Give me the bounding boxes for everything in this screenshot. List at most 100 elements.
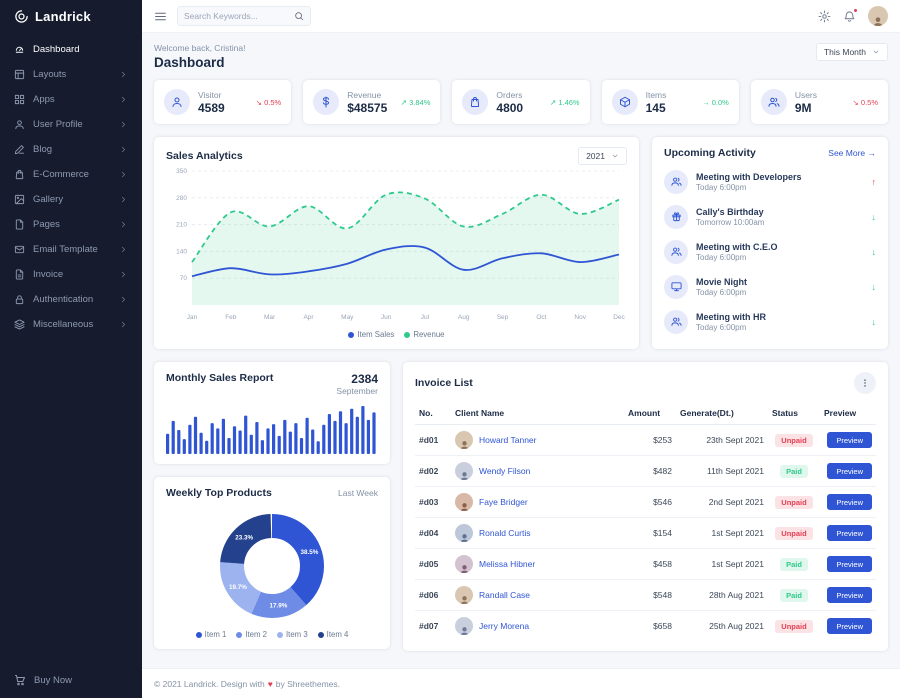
preview-button[interactable]: Preview: [827, 556, 872, 572]
column-header-client-name: Client Name: [451, 402, 624, 425]
svg-text:140: 140: [176, 248, 187, 255]
search-input[interactable]: [184, 11, 290, 21]
lock-icon: [14, 294, 25, 305]
client-name-link[interactable]: Randall Case: [479, 590, 531, 600]
preview-button[interactable]: Preview: [827, 525, 872, 541]
year-select[interactable]: 2021: [578, 147, 627, 165]
invoice-amount: $154: [624, 517, 676, 549]
sidebar-item-miscellaneous[interactable]: Miscellaneous: [0, 312, 142, 337]
chevron-down-icon: [611, 152, 619, 160]
stat-value: 9M: [794, 100, 812, 115]
svg-text:19.7%: 19.7%: [229, 584, 247, 591]
activity-title: Meeting with HR: [696, 311, 766, 322]
sidebar-item-pages[interactable]: Pages: [0, 212, 142, 237]
person-icon: [458, 532, 471, 542]
sidebar-item-user-profile[interactable]: User Profile: [0, 112, 142, 137]
sidebar-item-apps[interactable]: Apps: [0, 87, 142, 112]
period-select-value: This Month: [823, 47, 866, 57]
preview-button[interactable]: Preview: [827, 587, 872, 603]
client-name-link[interactable]: Wendy Filson: [479, 466, 531, 476]
bag-icon: [14, 169, 25, 180]
sidebar-item-e-commerce[interactable]: E-Commerce: [0, 162, 142, 187]
client-name-link[interactable]: Melissa Hibner: [479, 559, 536, 569]
preview-button[interactable]: Preview: [827, 618, 872, 634]
chevron-right-icon: [119, 220, 128, 229]
upcoming-activity-card: Upcoming Activity See More → Meeting wit…: [652, 137, 888, 349]
activity-item[interactable]: Cally's Birthday Tomorrow 10:00am ↓: [664, 199, 876, 234]
sidebar-item-dashboard[interactable]: Dashboard: [0, 37, 142, 62]
content: Welcome back, Cristina! Dashboard This M…: [142, 33, 900, 668]
svg-text:350: 350: [176, 168, 187, 175]
preview-button[interactable]: Preview: [827, 432, 872, 448]
preview-button[interactable]: Preview: [827, 494, 872, 510]
sidebar-item-label: Dashboard: [33, 44, 80, 55]
invoice-date: 2nd Sept 2021: [676, 486, 768, 518]
user-avatar[interactable]: [868, 6, 888, 26]
notifications-button[interactable]: [843, 7, 858, 23]
logo[interactable]: Landrick: [0, 0, 142, 33]
sidebar-item-layouts[interactable]: Layouts: [0, 62, 142, 87]
menu-toggle-icon[interactable]: [154, 10, 167, 23]
client-avatar: [455, 555, 473, 573]
user-icon: [14, 119, 25, 130]
column-header-no: No.: [415, 402, 451, 425]
box-icon: [611, 89, 638, 115]
client-name-link[interactable]: Faye Bridger: [479, 497, 528, 507]
search-icon[interactable]: [294, 11, 304, 21]
file-text-icon: [14, 269, 25, 280]
status-badge: Unpaid: [775, 433, 813, 447]
svg-text:Nov: Nov: [574, 314, 586, 321]
sidebar-item-blog[interactable]: Blog: [0, 137, 142, 162]
sidebar-item-gallery[interactable]: Gallery: [0, 187, 142, 212]
client-name-link[interactable]: Howard Tanner: [479, 435, 537, 445]
activity-arrow-up-icon: ↑: [871, 176, 877, 187]
sidebar-item-authentication[interactable]: Authentication: [0, 287, 142, 312]
invoice-amount: $548: [624, 579, 676, 611]
activity-item[interactable]: Meeting with C.E.O Today 6:00pm ↓: [664, 234, 876, 269]
activity-item[interactable]: Movie Night Today 6:00pm ↓: [664, 269, 876, 304]
svg-text:23.3%: 23.3%: [235, 534, 253, 541]
invoice-date: 11th Sept 2021: [676, 455, 768, 487]
sidebar-item-label: Miscellaneous: [33, 319, 94, 330]
preview-button[interactable]: Preview: [827, 463, 872, 479]
status-badge: Paid: [780, 557, 808, 571]
users-icon: [664, 239, 688, 264]
topbar: [142, 0, 900, 33]
stat-label: Orders: [496, 89, 523, 100]
sidebar-item-invoice[interactable]: Invoice: [0, 262, 142, 287]
svg-text:Aug: Aug: [458, 314, 470, 321]
invoice-no: #d02: [415, 455, 451, 487]
client-name-link[interactable]: Ronald Curtis: [479, 528, 531, 538]
activity-list: Meeting with Developers Today 6:00pm ↑ C…: [664, 164, 876, 339]
buy-now-button[interactable]: Buy Now: [0, 662, 142, 698]
weekly-products-title: Weekly Top Products: [166, 487, 272, 499]
stat-card-revenue: Revenue $48575 ↗ 3.84%: [303, 80, 441, 124]
stat-value: 145: [645, 100, 666, 115]
see-more-link[interactable]: See More →: [828, 148, 876, 158]
sidebar-item-email-template[interactable]: Email Template: [0, 237, 142, 262]
stat-trend: ↗ 3.84%: [400, 97, 431, 107]
cart-icon: [14, 674, 26, 686]
activity-item[interactable]: Meeting with HR Today 6:00pm ↓: [664, 304, 876, 339]
person-icon: [871, 15, 885, 26]
charts-row: Sales Analytics 2021 70 140 210 280 350 Jan Fe…: [154, 137, 888, 349]
settings-button[interactable]: [818, 10, 831, 23]
legend-item: Item 4: [317, 630, 348, 639]
client-name-link[interactable]: Jerry Morena: [479, 621, 530, 631]
invoice-menu-button[interactable]: [854, 372, 876, 394]
activity-arrow-down-icon: ↓: [871, 281, 877, 292]
chevron-right-icon: [119, 145, 128, 154]
status-badge: Unpaid: [775, 495, 813, 509]
footer-text-suffix: by Shreethemes.: [275, 678, 340, 689]
invoice-table: No. Client Name Amount Generate(Dt.) Status P…: [415, 402, 876, 641]
invoice-date: 23th Sept 2021: [676, 424, 768, 456]
person-icon: [458, 501, 471, 511]
invoice-list-title: Invoice List: [415, 377, 473, 389]
svg-text:Dec: Dec: [613, 314, 625, 321]
period-select[interactable]: This Month: [815, 43, 888, 61]
invoice-row: #d01 Howard Tanner $253 23th Sept 2021 U…: [415, 424, 876, 456]
column-header-preview: Preview: [820, 402, 876, 425]
page-title: Dashboard: [154, 55, 225, 70]
stat-trend: ↘ 0.5%: [852, 97, 879, 107]
activity-item[interactable]: Meeting with Developers Today 6:00pm ↑: [664, 164, 876, 199]
